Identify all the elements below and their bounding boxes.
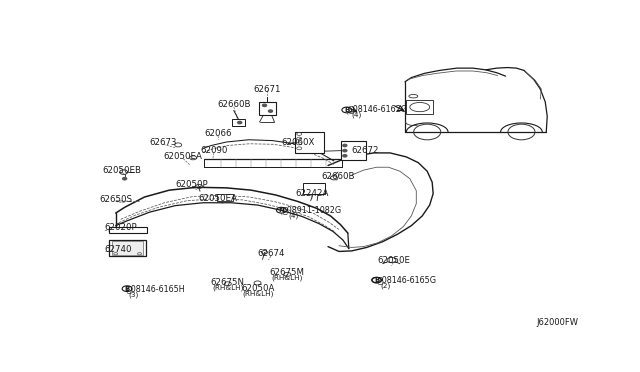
FancyBboxPatch shape — [112, 241, 143, 255]
Text: 62671: 62671 — [253, 84, 281, 93]
Text: 62673: 62673 — [150, 138, 177, 147]
Text: 62674: 62674 — [257, 249, 285, 258]
Text: 62090: 62090 — [200, 146, 228, 155]
Text: 62020P: 62020P — [105, 224, 138, 232]
FancyBboxPatch shape — [303, 183, 324, 195]
Text: Ⓑ08146-6162G: Ⓑ08146-6162G — [349, 105, 408, 113]
Text: (2): (2) — [380, 283, 390, 289]
Text: 62066: 62066 — [204, 129, 232, 138]
Text: 62740: 62740 — [105, 245, 132, 254]
Text: Ⓑ08146-6165G: Ⓑ08146-6165G — [378, 276, 436, 285]
Circle shape — [343, 150, 347, 152]
Text: (4): (4) — [351, 112, 362, 118]
FancyBboxPatch shape — [259, 102, 276, 115]
Text: Ⓑ08146-6165H: Ⓑ08146-6165H — [127, 284, 186, 293]
Text: B: B — [344, 107, 349, 113]
Circle shape — [269, 110, 273, 112]
Text: (RH&LH): (RH&LH) — [242, 291, 273, 297]
Text: N: N — [278, 207, 284, 213]
Text: Ⓝ08911-1082G: Ⓝ08911-1082G — [282, 206, 342, 215]
Text: 62242A: 62242A — [295, 189, 328, 198]
Text: 62660B: 62660B — [321, 172, 355, 181]
Text: (3): (3) — [129, 291, 139, 298]
Text: 62050E: 62050E — [377, 256, 410, 264]
FancyBboxPatch shape — [232, 119, 245, 126]
Text: 62060X: 62060X — [282, 138, 315, 147]
FancyBboxPatch shape — [341, 141, 366, 160]
Text: 62050A: 62050A — [241, 284, 275, 293]
Text: 62050EA: 62050EA — [164, 152, 203, 161]
Text: 62675N: 62675N — [211, 278, 245, 287]
Text: 62660B: 62660B — [217, 100, 250, 109]
Text: (RH&LH): (RH&LH) — [271, 275, 303, 281]
Text: 62675M: 62675M — [270, 268, 305, 277]
Text: B: B — [374, 277, 380, 283]
Text: 62050P: 62050P — [175, 180, 208, 189]
Circle shape — [343, 155, 347, 157]
Circle shape — [262, 104, 266, 106]
Circle shape — [123, 177, 127, 180]
Text: 62650S: 62650S — [99, 195, 132, 204]
Text: (RH&LH): (RH&LH) — [212, 284, 243, 291]
Text: 62050EB: 62050EB — [102, 166, 141, 174]
FancyBboxPatch shape — [295, 132, 324, 153]
FancyBboxPatch shape — [406, 100, 433, 114]
Text: J62000FW: J62000FW — [536, 318, 579, 327]
FancyBboxPatch shape — [109, 227, 147, 233]
Text: B: B — [125, 286, 130, 292]
Circle shape — [237, 121, 242, 124]
FancyBboxPatch shape — [218, 194, 233, 201]
Text: 62050EA: 62050EA — [198, 194, 237, 203]
FancyBboxPatch shape — [109, 240, 146, 256]
Text: (4): (4) — [288, 213, 298, 219]
Circle shape — [343, 144, 347, 147]
Text: 62672: 62672 — [352, 146, 380, 155]
